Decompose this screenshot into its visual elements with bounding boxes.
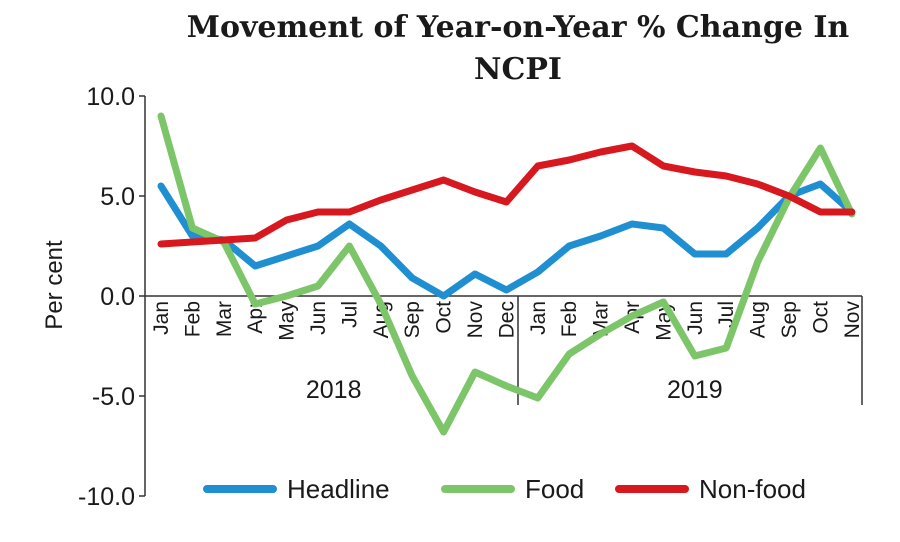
x-tick-label: Aug [747,301,770,338]
x-tick-labels: Jan Feb Mar Apr May Jun Jul Aug Sep Oct Nov Dec Jan F… [150,301,864,341]
x-tick-label: Mar [213,301,236,337]
y-axis-label: Per cent [41,240,68,330]
series-line-headline [157,180,856,300]
y-tick-label: -10.0 [78,483,135,511]
y-tick-label: 0.0 [100,283,135,311]
x-tick-label: Jan [527,301,550,335]
x-tick-label: Sep [401,301,424,338]
y-tick-label: 10.0 [86,83,135,111]
year-labels: 2018 2019 [306,376,723,404]
series-line-food [157,112,856,436]
legend: Headline Food Non-food [203,474,806,504]
legend-label-non-food: Non-food [699,474,806,504]
y-tick-label: 5.0 [100,183,135,211]
x-tick-label: Jun [307,301,330,335]
y-ticks: 10.0 5.0 0.0 -5.0 -10.0 [78,83,145,511]
chart-title-line2: NCPI [474,52,562,87]
chart-title: Movement of Year-on-Year % Change In [187,10,850,45]
year-label: 2019 [667,376,723,404]
x-tick-label: Apr [244,301,267,334]
series-line-non-food [157,142,856,248]
x-tick-label: Nov [464,301,487,339]
x-tick-label: Feb [558,301,581,337]
year-label: 2018 [306,376,362,404]
x-tick-label: Sep [778,301,801,338]
x-tick-label: Feb [181,301,204,337]
legend-label-food: Food [525,474,584,504]
x-tick-label: Oct [433,301,456,334]
y-tick-label: -5.0 [92,383,135,411]
x-tick-label: Jan [150,301,173,335]
x-tick-label: May [276,301,299,341]
x-tick-label: Jul [338,301,361,328]
series-lines [157,112,856,436]
x-tick-label: Nov [841,301,864,339]
x-tick-label: Oct [809,301,832,334]
x-tick-label: Jun [684,301,707,335]
legend-label-headline: Headline [287,474,390,504]
x-tick-label: Dec [495,301,518,338]
